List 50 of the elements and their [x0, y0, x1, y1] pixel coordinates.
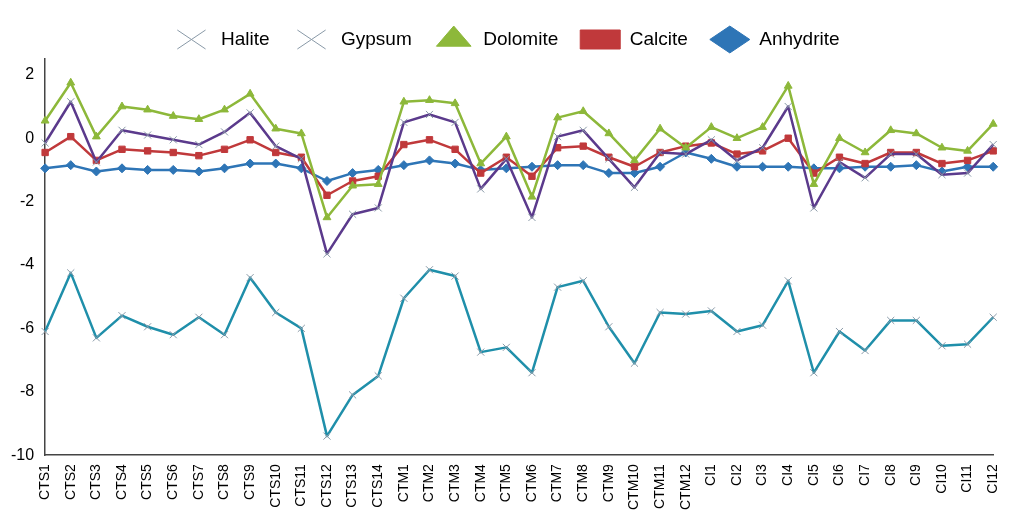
x-tick-label: CI8 — [881, 463, 898, 486]
x-tick-label: CTS8 — [215, 463, 232, 500]
y-tick-label: -10 — [11, 445, 35, 463]
x-tick-label: CTS5 — [138, 463, 155, 500]
x-tick-label: CI5 — [804, 463, 821, 486]
x-tick-label: CTS1 — [35, 463, 52, 500]
legend-label: Dolomite — [483, 27, 559, 49]
x-tick-label: CI11 — [958, 463, 975, 493]
x-tick-label: CTM12 — [676, 463, 693, 511]
x-tick-label: CI3 — [753, 463, 770, 486]
x-tick-label: CI12 — [984, 463, 1001, 494]
x-tick-label: CI7 — [855, 463, 872, 486]
y-tick-label: -8 — [19, 382, 35, 400]
x-tick-label: CTM1 — [394, 463, 411, 503]
legend-label: Anhydrite — [759, 27, 840, 49]
x-tick-label: CTM11 — [650, 463, 667, 509]
x-tick-label: CTS6 — [164, 463, 181, 500]
x-tick-label: CTS14 — [369, 463, 386, 508]
x-tick-label: CTM8 — [574, 463, 591, 503]
x-tick-label: CTM3 — [445, 463, 462, 503]
y-tick-label: 2 — [25, 65, 35, 83]
x-tick-label: CTS10 — [266, 463, 283, 508]
x-tick-label: CTS11 — [292, 463, 309, 507]
y-tick-label: -6 — [19, 318, 35, 336]
legend-label: Halite — [220, 27, 270, 49]
x-tick-label: CTM5 — [497, 463, 514, 503]
x-tick-label: CTM10 — [625, 463, 642, 511]
x-tick-label: CTM2 — [420, 463, 437, 503]
x-tick-label: CTS12 — [317, 463, 334, 508]
x-tick-label: CTS7 — [189, 463, 206, 500]
legend-label: Gypsum — [341, 27, 412, 49]
x-tick-label: CTM4 — [471, 463, 488, 503]
x-tick-label: CTM9 — [599, 463, 616, 503]
x-tick-label: CI4 — [779, 463, 796, 486]
x-tick-label: CTS4 — [112, 463, 129, 500]
y-tick-label: -2 — [19, 192, 35, 209]
x-tick-label: CTS9 — [240, 463, 257, 500]
x-tick-label: CTM6 — [522, 463, 539, 503]
x-tick-label: CI10 — [932, 463, 949, 494]
x-tick-label: CTS2 — [61, 463, 78, 500]
x-tick-label: CI9 — [907, 463, 924, 486]
x-tick-label: CI1 — [702, 463, 719, 486]
x-tick-label: CTM7 — [548, 463, 565, 503]
x-tick-label: CI2 — [727, 463, 744, 486]
legend-label: Calcite — [629, 27, 688, 49]
x-tick-label: CTS3 — [87, 463, 104, 500]
y-tick-label: 0 — [25, 128, 35, 146]
y-tick-label: -4 — [19, 255, 35, 273]
x-tick-label: CI6 — [830, 463, 847, 486]
x-tick-label: CTS13 — [343, 463, 360, 508]
